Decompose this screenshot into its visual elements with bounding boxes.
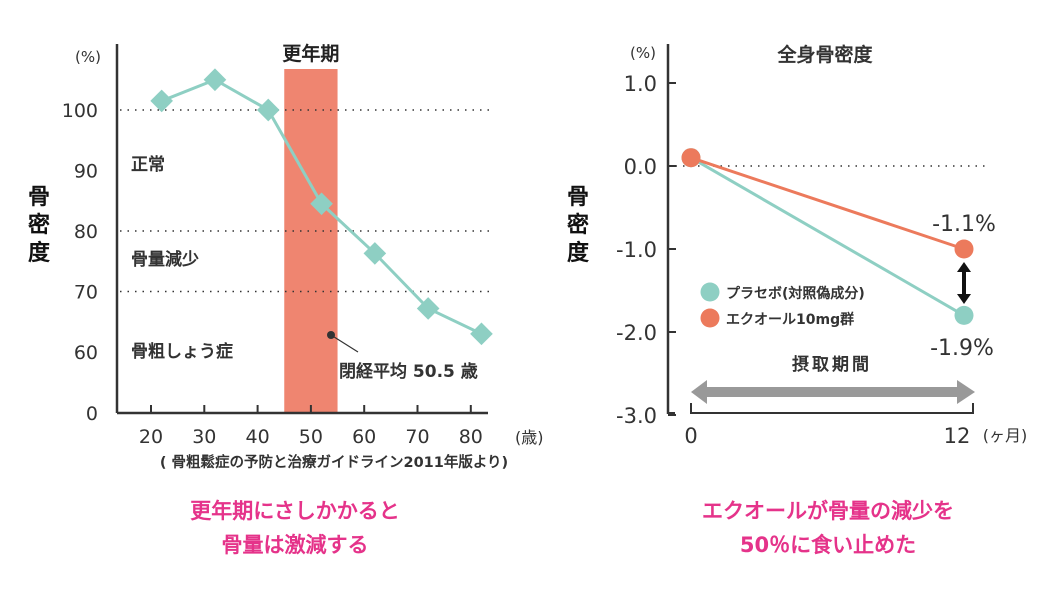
data-point [681, 148, 701, 168]
x-unit: (歳) [515, 428, 544, 447]
source-note: ( 骨粗鬆症の予防と治療ガイドライン2011年版より) [160, 453, 508, 471]
x-tick-label: 20 [139, 426, 163, 448]
caption-line-2: 骨量は激減する [222, 533, 369, 557]
x-tick-label: 40 [246, 426, 270, 448]
y-tick-label: 1.0 [624, 72, 657, 96]
y-unit: (%) [630, 44, 656, 62]
caption-line-2: 50％に食い止めた [740, 533, 916, 557]
y-tick-label: -2.0 [616, 321, 657, 345]
data-point [470, 322, 493, 346]
period-label: 摂取期間 [792, 354, 872, 375]
x-axis [690, 403, 974, 414]
data-point [203, 68, 227, 92]
x-tick-label: 60 [352, 426, 376, 448]
series-line-1 [690, 156, 965, 251]
menopause-band [284, 69, 338, 413]
x-tick-label: 0 [684, 424, 697, 448]
x-tick-label: 70 [405, 426, 429, 448]
caption-line-1: エクオールが骨量の減少を [702, 499, 954, 523]
zone-label: 骨量減少 [131, 249, 199, 270]
data-point [256, 98, 280, 122]
y-axis-title-char: 骨 [28, 185, 50, 210]
intake-period-arrow [691, 380, 975, 404]
y-axis-title-char: 密 [567, 212, 589, 238]
y-axis-title-char: 度 [567, 240, 590, 266]
difference-arrow-head-down [957, 294, 971, 304]
y-axis-title-char: 密 [28, 212, 50, 238]
legend-label-equol: エクオール10mg群 [726, 311, 854, 328]
y-tick-label: 90 [74, 161, 98, 183]
series-line-0 [690, 156, 965, 317]
y-tick-label: 60 [74, 342, 98, 364]
zone-label: 正常 [131, 154, 165, 175]
x-tick-label: 80 [459, 426, 483, 448]
y-tick-label: 80 [74, 221, 98, 243]
data-point [954, 239, 974, 259]
y-unit: (%) [75, 48, 101, 66]
data-point [150, 89, 173, 113]
y-tick-label: 0.0 [624, 155, 657, 179]
band-label: 更年期 [282, 42, 339, 65]
legend-marker-placebo [700, 282, 720, 302]
annotation-label: 閉経平均 50.5 歳 [339, 361, 478, 382]
y-axis-title-char: 骨 [567, 185, 589, 210]
caption-line-1: 更年期にさしかかると [190, 499, 400, 523]
end-value-label-placebo: -1.9% [930, 336, 994, 361]
y-tick-label: -3.0 [616, 404, 657, 428]
x-tick-label: 30 [192, 426, 216, 448]
y-tick-label: 70 [74, 282, 98, 304]
x-tick-label: 12 [944, 424, 971, 448]
legend-label-placebo: プラセボ(対照偽成分) [726, 285, 865, 302]
x-tick-label: 50 [299, 426, 323, 448]
data-point [954, 305, 974, 325]
y-axis-title-char: 度 [28, 240, 51, 266]
y-tick-label: 0 [86, 403, 98, 425]
y-tick-label: 100 [62, 100, 98, 122]
y-tick-label: -1.0 [616, 238, 657, 262]
zone-label: 骨粗しょう症 [131, 341, 233, 362]
x-unit: (ヶ月) [983, 426, 1028, 445]
legend-marker-equol [700, 308, 720, 328]
difference-arrow-head-up [957, 262, 971, 272]
chart-title: 全身骨密度 [776, 43, 873, 66]
annotation-leader [330, 334, 359, 353]
data-point [416, 297, 440, 320]
end-value-label-equol: -1.1% [932, 212, 996, 237]
